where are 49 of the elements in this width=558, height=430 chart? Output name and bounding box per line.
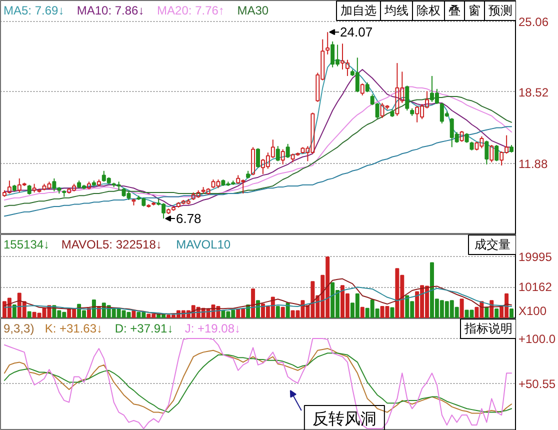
bar [484,306,489,318]
y-tick-label: 10162 [518,280,552,294]
annotation: 成交量 [474,238,510,252]
annotation: 反转风洞 [312,410,376,428]
annotation: 24.07 [340,24,373,40]
text: X100 [518,304,547,318]
bar [27,311,32,318]
annotation: 加自选 [340,4,376,18]
text: D: +37.91↓ [114,322,174,336]
y-tick-label: 11.88 [518,157,548,172]
line-series [4,278,512,315]
y-tick-label: +50.55 [518,377,556,392]
text: K: +31.63↓ [44,322,103,336]
text: 155134↓ [4,238,50,252]
annotation: 9,3,3) [4,322,34,336]
y-tick-label: 18.52 [518,85,549,100]
y-tick-label: +100.0 [518,332,556,346]
bar [286,302,290,318]
text: MA5: 7.69↓ [4,4,64,18]
bar [460,298,464,318]
bar [251,288,256,318]
text: MA30 [237,4,269,18]
y-tick-label: 19995 [518,250,552,264]
bar [510,308,514,318]
text: MAVOL10 [176,238,231,252]
line-series [4,286,512,315]
bar [86,308,91,318]
bar [276,306,280,318]
annotation: 窗 [468,4,480,18]
annotation: 均线 [384,4,408,18]
annotation: 除权 [416,4,440,18]
bar [12,304,16,318]
candlestick [326,32,330,55]
bar [280,306,285,318]
annotation: 指标说明 [464,322,512,336]
annotation: 预测 [488,4,512,18]
series-label: J: +19.08↓ [184,322,241,336]
bar [132,310,136,318]
bar [390,307,394,318]
bar [494,308,499,318]
text: MA20: 7.76↑ [157,4,224,18]
text: MAVOL5: 322518↓ [61,238,162,252]
y-tick-label: 25.06 [518,14,549,29]
text: MA10: 7.86↓ [76,4,144,18]
bar [360,306,364,318]
candlestick [484,140,489,165]
annotation: 6.78 [176,211,202,226]
line-series [4,338,512,430]
annotation: 叠 [448,4,460,18]
